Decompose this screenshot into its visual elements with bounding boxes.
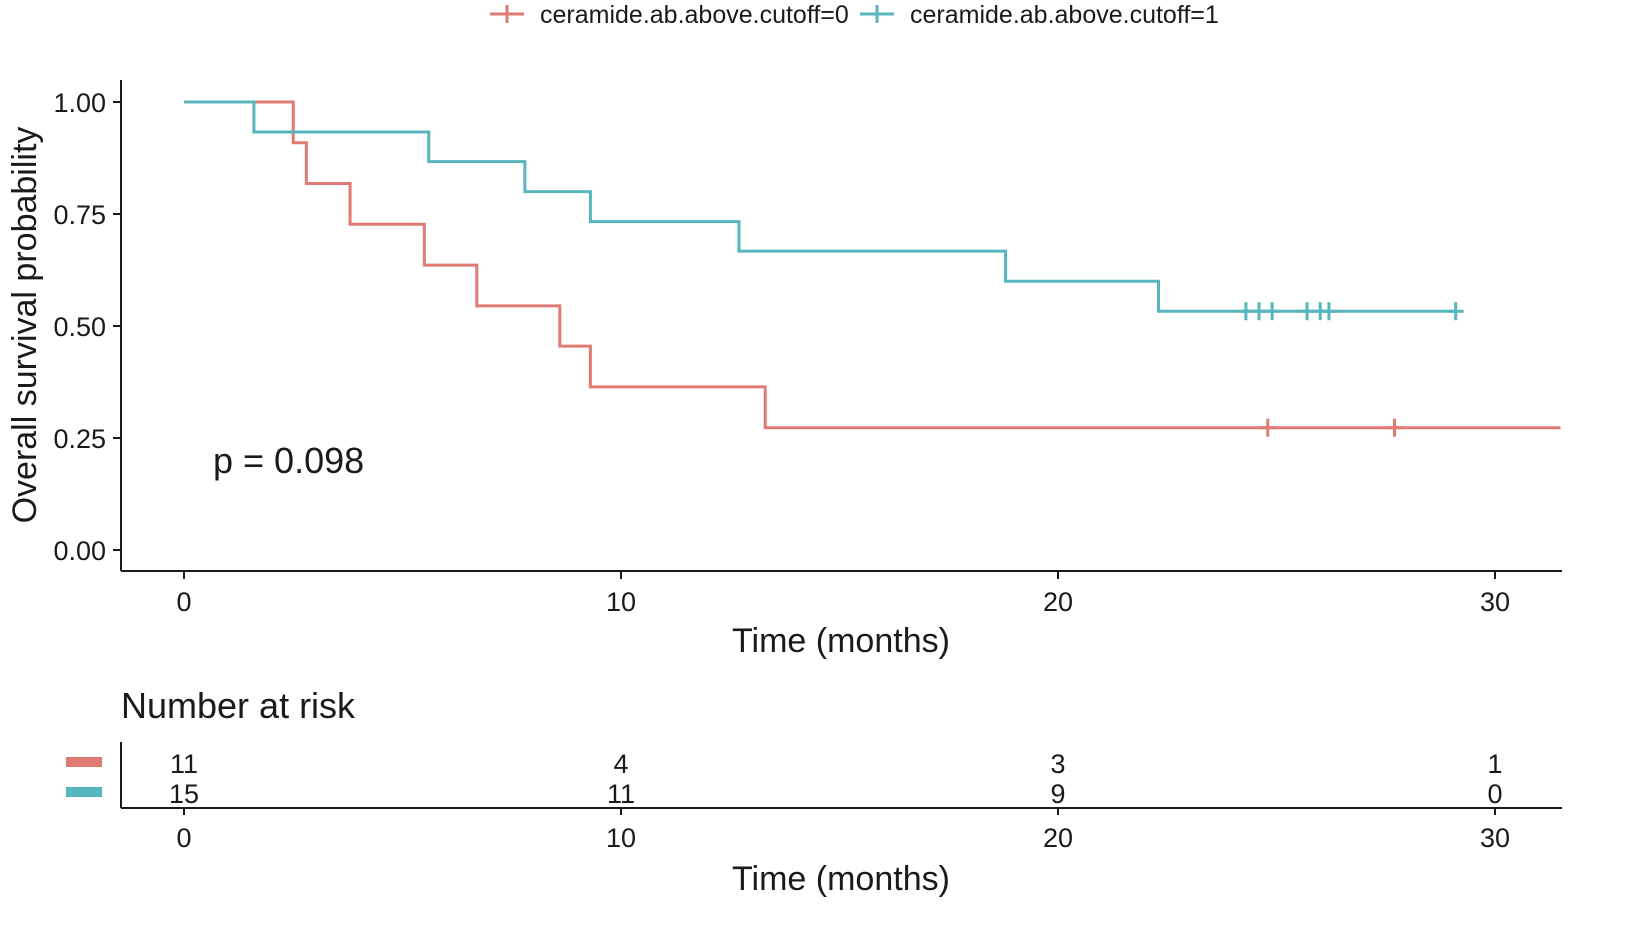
legend-label-1: ceramide.ab.above.cutoff=1 xyxy=(910,1,1219,29)
risk-x-tick-label: 30 xyxy=(1480,823,1510,853)
risk-table-axes xyxy=(120,742,1562,809)
survival-curve-0 xyxy=(184,100,1561,430)
risk-x-tick-label: 0 xyxy=(176,823,191,853)
legend: ceramide.ab.above.cutoff=0 ceramide.ab.a… xyxy=(490,1,1219,29)
risk-count: 15 xyxy=(169,779,199,809)
y-tick-label: 0.00 xyxy=(53,536,106,566)
survival-curves xyxy=(184,100,1561,437)
legend-item-1: ceramide.ab.above.cutoff=1 xyxy=(860,1,1219,29)
risk-x-ticks: 0 10 20 30 xyxy=(176,808,1510,853)
y-tick-label: 0.75 xyxy=(53,200,106,230)
risk-count: 11 xyxy=(170,749,198,779)
risk-count: 0 xyxy=(1487,779,1502,809)
legend-item-0: ceramide.ab.above.cutoff=0 xyxy=(490,1,849,29)
risk-count: 4 xyxy=(613,749,628,779)
p-value-annotation: p = 0.098 xyxy=(213,440,364,481)
risk-row-key-1 xyxy=(66,787,102,797)
risk-count: 3 xyxy=(1050,749,1065,779)
x-tick-label: 10 xyxy=(606,587,636,617)
x-tick-label: 0 xyxy=(176,587,191,617)
y-axis-title: Overall survival probability xyxy=(6,127,44,524)
x-tick-label: 30 xyxy=(1480,587,1510,617)
y-tick-label: 0.50 xyxy=(53,312,106,342)
risk-table-title: Number at risk xyxy=(121,685,356,726)
y-ticks: 0.00 0.25 0.50 0.75 1.00 xyxy=(53,88,121,566)
x-axis-title: Time (months) xyxy=(732,622,950,660)
survival-curve-1 xyxy=(184,100,1456,313)
risk-row-key-0 xyxy=(66,757,102,767)
risk-table: 11 4 3 115 11 9 0 xyxy=(66,749,1503,809)
risk-count: 1 xyxy=(1487,749,1502,779)
y-tick-label: 0.25 xyxy=(53,424,106,454)
x-tick-label: 20 xyxy=(1043,587,1073,617)
y-tick-label: 1.00 xyxy=(53,88,106,118)
legend-label-0: ceramide.ab.above.cutoff=0 xyxy=(540,1,849,29)
risk-count: 9 xyxy=(1050,779,1065,809)
plot-axes xyxy=(120,80,1562,572)
risk-x-tick-label: 20 xyxy=(1043,823,1073,853)
x-ticks: 0 10 20 30 xyxy=(176,571,1510,617)
risk-count: 11 xyxy=(607,779,635,809)
risk-x-tick-label: 10 xyxy=(606,823,636,853)
risk-x-axis-title: Time (months) xyxy=(732,860,950,898)
